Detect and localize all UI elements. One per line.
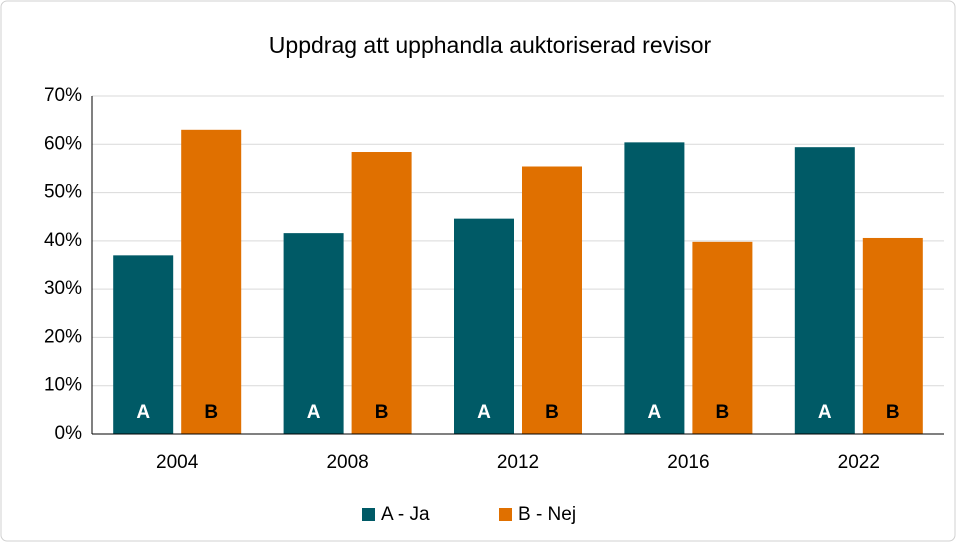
- y-tick-label: 60%: [44, 133, 82, 154]
- bar: [283, 233, 344, 434]
- y-tick-label: 20%: [44, 326, 82, 347]
- bar: [181, 129, 242, 435]
- bar-label: B: [886, 402, 900, 423]
- y-tick-label: 40%: [44, 230, 82, 251]
- bar: [624, 142, 685, 434]
- x-tick-label: 2016: [667, 452, 709, 473]
- bar-label: A: [818, 402, 832, 423]
- bar: [692, 241, 753, 434]
- bar-label: A: [477, 402, 491, 423]
- y-tick-label: 0%: [55, 423, 83, 444]
- bar-label: A: [307, 402, 321, 423]
- bar: [113, 255, 174, 434]
- chart-title: Uppdrag att upphandla auktoriserad revis…: [269, 32, 712, 58]
- legend-swatch: [362, 508, 375, 521]
- bar: [794, 147, 855, 434]
- x-tick-label: 2004: [156, 452, 199, 473]
- bar: [454, 218, 514, 434]
- bar: [862, 237, 923, 434]
- legend-label: B - Nej: [518, 504, 576, 525]
- legend-swatch: [499, 508, 512, 521]
- legend-label: A - Ja: [381, 504, 430, 525]
- bar: [351, 152, 412, 435]
- bar-label: B: [716, 402, 730, 423]
- bar-label: A: [136, 402, 150, 423]
- x-tick-label: 2022: [838, 452, 880, 473]
- bar-label: B: [204, 402, 218, 423]
- y-tick-label: 30%: [44, 278, 82, 299]
- bar-label: B: [375, 402, 389, 423]
- x-tick-label: 2008: [326, 452, 368, 473]
- y-tick-label: 10%: [44, 375, 82, 396]
- bar: [522, 166, 582, 435]
- y-tick-label: 50%: [44, 182, 82, 203]
- bar-label: B: [545, 402, 559, 423]
- bar-label: A: [648, 402, 662, 423]
- x-tick-label: 2012: [497, 452, 539, 473]
- y-tick-label: 70%: [44, 85, 82, 106]
